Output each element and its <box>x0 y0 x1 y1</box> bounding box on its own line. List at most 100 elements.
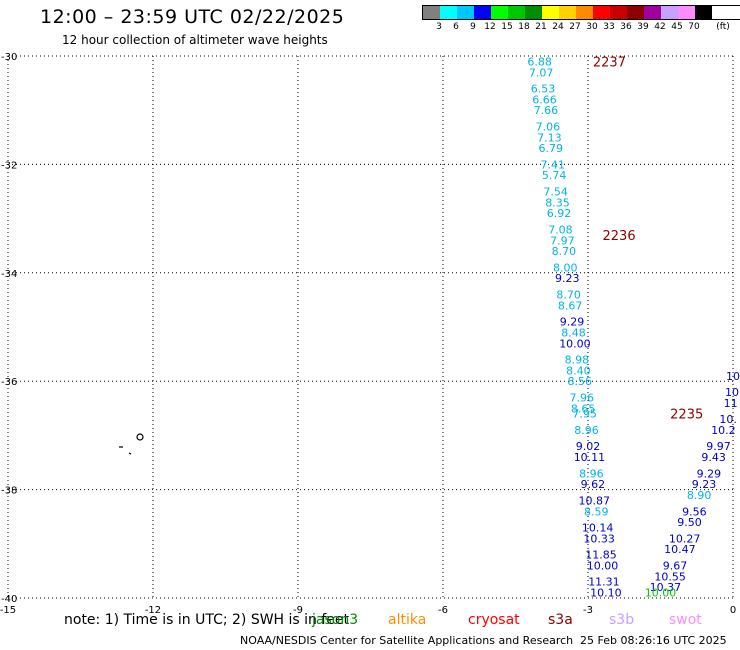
wave-height-value: 7.07 <box>529 66 554 79</box>
wave-height-value: 9.29 <box>697 467 722 480</box>
wave-height-value: 10.00 <box>587 559 619 572</box>
wave-height-value: 7.95 <box>572 408 597 421</box>
legend-label: 21 <box>535 22 547 32</box>
wave-height-value: 5.74 <box>542 169 567 182</box>
wave-height-value: 11.85 <box>585 549 617 562</box>
coastline <box>119 433 144 455</box>
island-fragment <box>128 452 132 455</box>
legend-swatch <box>423 6 440 19</box>
track-time-labels: 2237 2236 2235 <box>593 55 703 422</box>
lon-tick-label: -15 <box>0 605 16 616</box>
wave-height-value: 10.00 <box>645 587 677 600</box>
legend-swatch <box>610 6 627 19</box>
lat-tick-label: -36 <box>1 377 17 388</box>
legend-label: 30 <box>586 22 598 32</box>
lat-tick-label: -32 <box>1 160 17 171</box>
wave-height-value: 8.59 <box>584 505 609 518</box>
lat-tick-label: -40 <box>1 594 17 605</box>
legend-swatches <box>422 5 740 20</box>
wave-height-value: 9.97 <box>706 440 731 453</box>
wave-height-value: 7.41 <box>540 158 565 171</box>
legend-swatch <box>627 6 644 19</box>
wave-height-value: 7.54 <box>543 186 568 199</box>
wave-height-value: 7.08 <box>548 223 573 236</box>
wave-height-value: 8.65 <box>571 402 596 415</box>
wave-height-value: 8.56 <box>568 375 593 388</box>
generated-timestamp: 25 Feb 08:26:16 UTC 2025 <box>580 634 727 647</box>
legend-label: 33 <box>603 22 615 32</box>
legend-label: 15 <box>501 22 513 32</box>
wave-height-value: 9.50 <box>677 516 702 529</box>
mission-label: s3b <box>609 612 635 628</box>
mission-label: swot <box>669 612 702 628</box>
wave-height-value: 10.33 <box>583 532 615 545</box>
legend-label: 27 <box>569 22 581 32</box>
legend-label: 42 <box>654 22 666 32</box>
wave-height-value: 8.48 <box>561 326 586 339</box>
axis-tick-labels: -15 -12 -9 -6 -3 0-30-32-34-36-38-40 <box>0 52 736 616</box>
wave-height-value: 8.00 <box>553 261 578 274</box>
legend-swatch <box>525 6 542 19</box>
legend-swatch <box>593 6 610 19</box>
legend-label: 18 <box>518 22 530 32</box>
wave-height-value: 7.96 <box>569 391 594 404</box>
wave-height-value: 6.79 <box>539 142 564 155</box>
wave-height-value: 8.67 <box>558 299 583 312</box>
mission-label: cryosat <box>468 612 520 628</box>
legend-swatch <box>576 6 593 19</box>
wave-height-value: 10.55 <box>654 570 686 583</box>
wave-height-value: 10 <box>725 386 739 399</box>
wave-height-value: 9.43 <box>701 451 726 464</box>
wave-height-value: 9.62 <box>581 478 606 491</box>
legend-label: 45 <box>671 22 683 32</box>
wave-height-value: 9.02 <box>576 440 601 453</box>
legend-label: 12 <box>484 22 496 32</box>
lat-lon-grid <box>7 55 734 599</box>
lat-tick-label: -38 <box>1 486 17 497</box>
wave-height-value: 8.70 <box>556 288 581 301</box>
wave-height-value: 11.31 <box>588 576 620 589</box>
wave-height-value: 6.66 <box>532 93 557 106</box>
wave-height-value: 10.27 <box>669 532 701 545</box>
legend-label: 9 <box>470 22 476 32</box>
legend-swatch <box>457 6 474 19</box>
lon-tick-label: -12 <box>145 605 161 616</box>
legend-unit: (ft) <box>716 22 730 32</box>
legend-label: 3 <box>436 22 442 32</box>
wave-height-value: 8.40 <box>566 364 591 377</box>
wave-height-value: 10.2 <box>711 424 736 437</box>
time-label: 2235 <box>670 408 703 423</box>
lon-tick-label: -3 <box>583 605 593 616</box>
legend-swatch <box>508 6 525 19</box>
legend-swatch <box>440 6 457 19</box>
color-legend: 3 6 9 12 15 18 21 24 27 30 33 36 39 42 45 70 (ft) <box>422 5 740 32</box>
wave-height-value: 6.92 <box>547 207 572 220</box>
wave-height-value: 6.53 <box>531 83 556 96</box>
legend-swatch <box>695 6 712 19</box>
wave-height-value: 7.97 <box>550 234 575 247</box>
legend-label: 70 <box>688 22 700 32</box>
wave-height-value: 10.14 <box>582 522 614 535</box>
wave-height-value: 9.56 <box>682 505 707 518</box>
time-label: 2237 <box>593 55 626 70</box>
footer-note: note: 1) Time is in UTC; 2) SWH is in fe… <box>64 612 350 628</box>
lon-tick-label: -9 <box>293 605 303 616</box>
wave-height-value: 9.67 <box>663 559 688 572</box>
legend-swatch <box>678 6 695 19</box>
credit-line: NOAA/NESDIS Center for Satellite Applica… <box>240 634 574 647</box>
legend-swatch <box>661 6 678 19</box>
legend-label: 6 <box>453 22 459 32</box>
legend-swatch <box>559 6 576 19</box>
wave-height-value: 8.90 <box>687 489 712 502</box>
wave-height-value: 10 <box>726 370 740 383</box>
legend-label: 24 <box>552 22 564 32</box>
wave-height-value: 7.66 <box>534 104 559 117</box>
wave-height-value: 10.87 <box>579 494 611 507</box>
legend-label: 36 <box>620 22 632 32</box>
island-marker <box>136 433 144 441</box>
legend-swatch <box>644 6 661 19</box>
lon-tick-label: -6 <box>438 605 448 616</box>
map-title: 12:00 – 23:59 UTC 02/22/2025 <box>40 6 345 28</box>
satellite-tracks: 6.887.07 6.536.667.66 7.067.136.79 7.415.74… <box>527 55 740 599</box>
